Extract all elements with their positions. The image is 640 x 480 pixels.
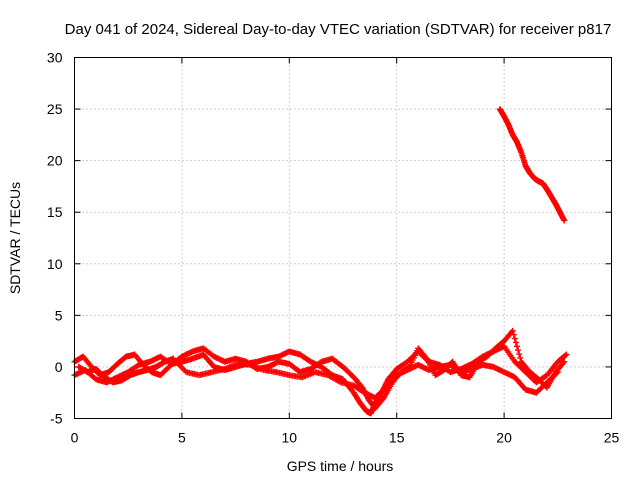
y-tick-label: 20	[47, 153, 63, 169]
x-tick-label: 0	[71, 430, 79, 446]
data-point	[517, 354, 524, 361]
x-tick-label: 10	[282, 430, 298, 446]
data-point	[554, 369, 561, 376]
x-tick-label: 25	[604, 430, 620, 446]
y-tick-label: 30	[47, 50, 63, 66]
data-point	[509, 327, 516, 334]
data-point	[560, 360, 567, 367]
data-point	[515, 347, 522, 354]
data-point	[563, 351, 570, 358]
y-tick-label: 15	[47, 204, 63, 220]
y-tick-labels: -5 0 5 10 15 20 25 30	[47, 50, 63, 427]
series-2	[75, 355, 561, 401]
x-tick-labels: 0 5 10 15 20 25	[71, 430, 620, 446]
x-tick-label: 5	[178, 430, 186, 446]
data-point	[422, 354, 429, 361]
x-tick-label: 20	[496, 430, 512, 446]
data-point	[510, 331, 517, 338]
data-point	[511, 335, 518, 342]
chart-title: Day 041 of 2024, Sidereal Day-to-day VTE…	[65, 21, 612, 38]
y-axis-label: SDTVAR / TECUs	[7, 182, 23, 294]
x-tick-label: 15	[389, 430, 405, 446]
y-tick-label: 10	[47, 256, 63, 272]
data-points	[71, 106, 570, 417]
y-tick-label: 0	[55, 359, 63, 375]
y-tick-label: 25	[47, 101, 63, 117]
data-point	[561, 217, 568, 224]
y-tick-label: 5	[55, 307, 63, 323]
data-point	[516, 351, 523, 358]
data-point	[561, 358, 568, 365]
data-point	[379, 396, 386, 403]
x-axis-label: GPS time / hours	[287, 458, 394, 474]
data-point	[562, 352, 569, 359]
data-point	[513, 343, 520, 350]
plot-frame	[74, 57, 612, 419]
y-tick-label: -5	[50, 411, 63, 427]
data-point	[512, 339, 519, 346]
series-3	[496, 106, 568, 224]
